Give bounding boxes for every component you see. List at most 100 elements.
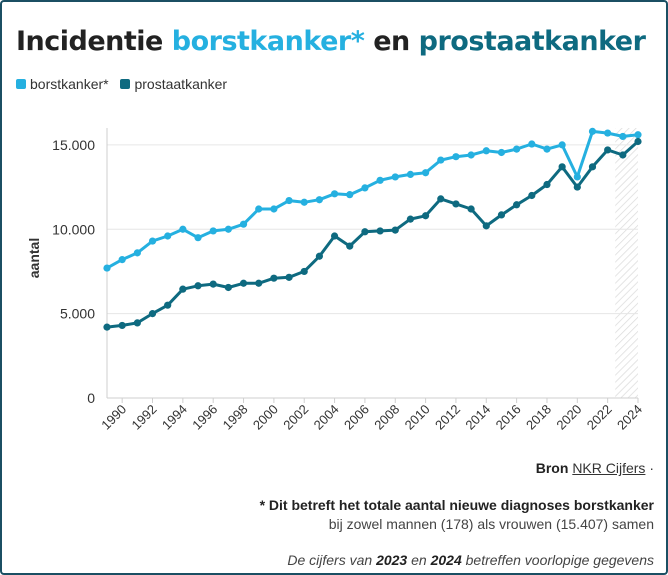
prelim-year-1: 2023 — [376, 552, 408, 568]
data-point-borstkanker — [224, 225, 232, 233]
data-point-borstkanker — [179, 225, 187, 233]
title-part-1: Incidentie — [16, 26, 172, 57]
footnote-bold-text: * Dit betreft het totale aantal nieuwe d… — [259, 497, 654, 513]
data-point-borstkanker — [619, 132, 627, 141]
data-point-borstkanker — [588, 127, 597, 135]
prelim-text-1: De cijfers van — [287, 552, 377, 568]
data-point-borstkanker — [513, 145, 521, 153]
data-point-borstkanker — [634, 131, 642, 139]
legend-swatch-breast — [16, 79, 26, 89]
legend: borstkanker* prostaatkanker — [16, 76, 235, 92]
data-point-prostaatkanker — [573, 183, 581, 191]
x-tick-label: 2000 — [250, 402, 281, 433]
x-tick-label: 2022 — [584, 402, 615, 433]
data-point-borstkanker — [346, 191, 354, 199]
data-point-borstkanker — [133, 249, 141, 257]
data-point-borstkanker — [391, 173, 399, 181]
source-link[interactable]: NKR Cijfers — [572, 460, 646, 476]
data-point-prostaatkanker — [270, 274, 278, 282]
data-point-borstkanker — [376, 176, 384, 184]
data-point-prostaatkanker — [619, 151, 627, 159]
preliminary-note: De cijfers van 2023 en 2024 betreffen vo… — [287, 552, 654, 568]
data-point-prostaatkanker — [543, 180, 551, 189]
x-tick-label: 2016 — [493, 402, 524, 433]
y-tick-label: 5.000 — [60, 306, 95, 322]
prelim-year-2: 2024 — [430, 552, 462, 568]
legend-label-prostate: prostaatkanker — [134, 76, 228, 92]
data-point-borstkanker — [239, 220, 248, 228]
data-point-borstkanker — [103, 264, 111, 272]
x-tick-label: 1994 — [159, 402, 190, 433]
data-point-prostaatkanker — [300, 267, 308, 276]
data-point-prostaatkanker — [604, 146, 612, 154]
data-point-prostaatkanker — [209, 280, 217, 288]
data-point-prostaatkanker — [179, 285, 187, 293]
data-point-borstkanker — [330, 190, 339, 198]
source-label: Bron — [535, 460, 569, 476]
x-tick-label: 2004 — [311, 402, 342, 433]
data-point-borstkanker — [482, 147, 490, 155]
data-point-prostaatkanker — [452, 200, 460, 208]
data-point-prostaatkanker — [528, 191, 536, 200]
data-point-prostaatkanker — [133, 319, 141, 327]
source-separator: · — [645, 460, 654, 476]
data-point-prostaatkanker — [376, 227, 384, 235]
data-point-borstkanker — [604, 129, 612, 137]
data-point-borstkanker — [558, 141, 566, 149]
title-part-breast: borstkanker* — [171, 26, 365, 57]
data-point-borstkanker — [361, 184, 369, 192]
prelim-text-3: betreffen voorlopige gegevens — [461, 552, 654, 568]
data-point-prostaatkanker — [148, 310, 157, 318]
data-point-prostaatkanker — [164, 301, 172, 309]
data-point-prostaatkanker — [224, 283, 232, 292]
data-point-prostaatkanker — [634, 137, 642, 146]
legend-label-breast: borstkanker* — [30, 76, 109, 92]
line-chart: 0 5.000 10.000 15.000 aantal 1990 1992 1994 1996… — [26, 127, 645, 433]
data-point-prostaatkanker — [391, 226, 399, 234]
data-point-prostaatkanker — [588, 163, 597, 171]
y-tick-label: 15.000 — [52, 137, 95, 153]
data-point-prostaatkanker — [330, 232, 339, 240]
data-point-borstkanker — [285, 196, 293, 205]
x-tick-label: 2010 — [402, 402, 433, 433]
data-point-borstkanker — [118, 256, 126, 264]
x-tick-label: 2006 — [341, 402, 372, 433]
data-point-prostaatkanker — [346, 242, 354, 250]
x-tick-label: 2014 — [462, 402, 493, 433]
data-point-borstkanker — [209, 227, 217, 235]
x-tick-label: 1992 — [129, 402, 160, 433]
data-point-borstkanker — [315, 196, 323, 204]
legend-item-breast[interactable]: borstkanker* — [16, 76, 109, 92]
data-point-prostaatkanker — [194, 282, 202, 290]
data-point-borstkanker — [422, 169, 430, 177]
chart-title: Incidentie borstkanker* en prostaatkanke… — [16, 26, 646, 57]
data-point-borstkanker — [543, 145, 551, 153]
data-point-borstkanker — [497, 148, 506, 157]
x-tick-label: 2008 — [371, 402, 402, 433]
data-point-borstkanker — [528, 140, 536, 148]
data-point-prostaatkanker — [239, 279, 248, 287]
data-point-prostaatkanker — [285, 273, 293, 281]
y-axis-label: aantal — [26, 238, 42, 278]
data-point-prostaatkanker — [422, 212, 430, 220]
footnote-bold: * Dit betreft het totale aantal nieuwe d… — [260, 497, 654, 513]
legend-item-prostate[interactable]: prostaatkanker — [120, 76, 227, 92]
data-point-borstkanker — [437, 156, 445, 164]
data-point-borstkanker — [300, 198, 308, 206]
y-tick-label: 0 — [87, 390, 95, 406]
title-part-and: en — [364, 26, 419, 57]
data-point-prostaatkanker — [255, 279, 263, 287]
data-point-prostaatkanker — [558, 163, 566, 171]
title-part-prostate: prostaatkanker — [418, 26, 646, 57]
data-point-borstkanker — [148, 237, 157, 245]
data-point-prostaatkanker — [437, 195, 445, 203]
x-tick-label: 2012 — [432, 402, 463, 433]
source-line: Bron NKR Cijfers · — [536, 460, 654, 476]
data-point-borstkanker — [573, 173, 581, 181]
data-point-prostaatkanker — [406, 215, 415, 223]
legend-swatch-prostate — [120, 79, 131, 89]
data-point-borstkanker — [452, 153, 460, 161]
data-point-borstkanker — [194, 234, 202, 242]
series-line-prostaatkanker — [106, 140, 639, 329]
